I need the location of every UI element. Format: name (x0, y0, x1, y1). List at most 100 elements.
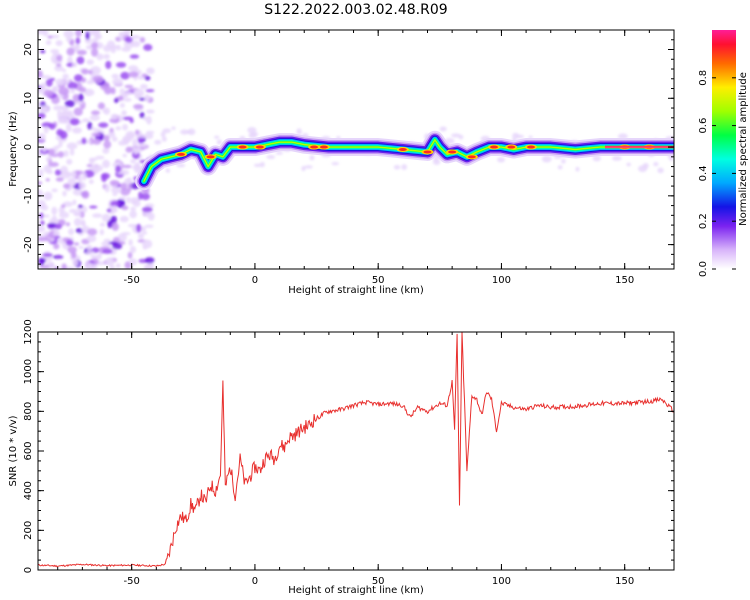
x-tick-label: 100 (492, 576, 511, 587)
noise-speck (259, 161, 265, 168)
noise-speck (99, 222, 106, 227)
noise-speck (56, 54, 63, 62)
noise-speck (101, 172, 110, 180)
noise-speck (111, 187, 122, 194)
noise-speck (54, 65, 64, 72)
noise-speck (121, 205, 129, 211)
noise-speck (81, 190, 90, 199)
ridge-hotspot-core (398, 148, 407, 151)
noise-speck (65, 222, 70, 227)
noise-speck (141, 73, 148, 78)
noise-speck (62, 190, 67, 197)
noise-speck (133, 103, 144, 110)
noise-speck (145, 109, 155, 114)
noise-speck (127, 223, 138, 228)
noise-speck (165, 168, 171, 173)
noise-speck (55, 177, 64, 182)
noise-speck (145, 130, 155, 135)
colorbar-tick-label: 0.4 (698, 165, 709, 181)
colorbar-label: Normalized spectral amplitude (738, 72, 749, 226)
noise-speck (144, 75, 151, 81)
noise-speck (50, 49, 60, 54)
noise-speck (106, 208, 112, 213)
noise-speck (86, 234, 97, 243)
noise-speck (103, 238, 111, 243)
noise-speck (103, 107, 110, 115)
noise-speck (88, 69, 93, 75)
spectral-ridge (135, 130, 674, 191)
noise-speck (96, 253, 102, 260)
noise-speck (40, 220, 45, 226)
noise-speck (38, 257, 47, 264)
noise-speck (176, 163, 186, 168)
colorbar-tick-label: 0.0 (698, 261, 709, 277)
colorbar-gradient (712, 30, 736, 269)
noise-speck (75, 37, 81, 45)
noise-speck (66, 47, 75, 56)
noise-speck (103, 85, 112, 95)
noise-speck (90, 66, 101, 75)
noise-speck (72, 258, 79, 267)
noise-speck (124, 84, 134, 89)
noise-speck (109, 264, 115, 269)
colorbar-tick-label: 0.6 (698, 118, 709, 134)
noise-speck (77, 100, 84, 105)
noise-speck (107, 131, 116, 138)
noise-speck (96, 53, 104, 61)
noise-speck (129, 258, 137, 266)
noise-speck (557, 165, 563, 170)
y-tick-label: 200 (23, 521, 34, 540)
noise-speck (67, 81, 78, 90)
y-tick-label: 1000 (23, 359, 34, 384)
y-tick-label: 0 (23, 567, 34, 573)
noise-speck (92, 213, 103, 218)
noise-speck (73, 107, 83, 116)
noise-speck (393, 164, 401, 170)
spectrogram-x-ticks: -50 0 50 100 150 (57, 30, 675, 286)
noise-speck (78, 93, 84, 102)
ridge-hotspot-core (448, 150, 457, 154)
snr-y-label: SNR (10 * v/v) (8, 415, 19, 486)
noise-speck (401, 164, 408, 170)
noise-speck (146, 115, 152, 125)
spectrogram-y-ticks: -20 -10 0 10 20 (23, 29, 674, 265)
noise-speck (38, 105, 50, 111)
noise-speck (55, 40, 63, 47)
noise-speck (102, 248, 113, 254)
noise-speck (41, 84, 46, 90)
noise-speck (43, 191, 53, 201)
ridge-hotspot-core (507, 145, 516, 149)
ridge-hotspot-core (527, 145, 536, 149)
noise-speck (75, 30, 82, 37)
y-tick-label: 0 (23, 144, 34, 150)
noise-speck (78, 245, 84, 249)
noise-speck (81, 221, 86, 227)
noise-speck (125, 146, 133, 153)
noise-speck (86, 80, 95, 85)
ridge-hotspot-core (255, 145, 264, 149)
colorbar-tick-label: 0.8 (698, 70, 709, 86)
noise-speck (38, 112, 46, 119)
noise-speck (85, 31, 90, 40)
noise-speck (575, 166, 580, 172)
noise-speck (109, 180, 120, 186)
noise-speck (45, 40, 52, 45)
noise-speck (89, 114, 101, 121)
noise-speck (144, 224, 154, 228)
noise-speck (57, 151, 65, 158)
noise-speck (132, 138, 138, 148)
noise-speck (68, 228, 75, 236)
noise-speck (76, 49, 87, 56)
noise-speck (137, 143, 148, 148)
noise-speck (121, 232, 131, 236)
noise-speck (331, 162, 340, 166)
noise-speck (100, 241, 111, 247)
noise-speck (275, 151, 284, 155)
noise-speck (86, 244, 93, 251)
noise-speck (216, 139, 223, 145)
noise-speck (145, 89, 155, 93)
noise-speck (90, 110, 101, 115)
noise-speck (98, 122, 109, 128)
noise-speck (116, 44, 121, 51)
